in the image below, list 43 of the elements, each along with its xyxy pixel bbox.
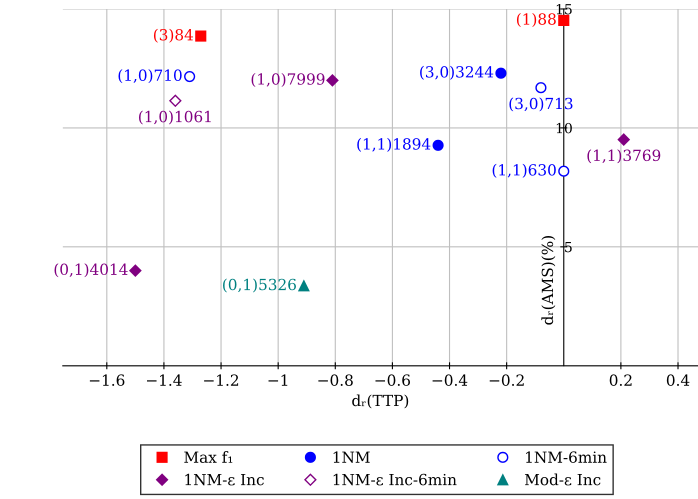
data-label: (1,1)1894: [357, 138, 430, 152]
point: [195, 30, 206, 42]
x-tick-label: 0.2: [610, 374, 632, 386]
data-label: (3,0)3244: [420, 66, 494, 80]
point: [618, 133, 630, 146]
y-tick-label: 15: [556, 4, 572, 14]
x-tick-label: −0.2: [490, 374, 524, 386]
x-tick-label: −1.6: [90, 374, 124, 386]
data-label: (1,1)3769: [587, 149, 660, 164]
data-label: (3)84: [154, 28, 194, 43]
legend-label: Max f₁: [184, 451, 232, 463]
x-tick-label: −0.4: [432, 374, 468, 386]
data-label: (0,1)4014: [54, 263, 128, 278]
y-tick-label: 5: [565, 242, 572, 252]
data-label: (1,0)7999: [252, 72, 324, 87]
data-label: (1,0)1061: [139, 110, 211, 125]
data-label: (1,1)630: [492, 164, 556, 178]
legend-label: 1NM-ε Inc-6min: [334, 474, 457, 486]
legend-label: 1NM-ε Inc: [185, 474, 264, 486]
point: [129, 264, 142, 277]
x-tick-label: −0.8: [318, 374, 353, 386]
legend-label: Mod-ε Inc: [524, 474, 600, 486]
x-tick-label: 0.4: [666, 374, 690, 386]
point: [184, 70, 196, 82]
data-label: (1)88: [516, 13, 556, 27]
point: [169, 94, 182, 107]
point: [558, 166, 570, 177]
x-axis-title: dᵣ(TTP): [352, 394, 408, 408]
y-axis-title: dᵣ(AMS)(%): [541, 236, 556, 325]
point: [535, 82, 546, 94]
point: [298, 280, 310, 292]
point: [326, 74, 339, 86]
x-tick-label: −0.6: [375, 374, 410, 386]
x-tick-label: −1: [268, 374, 288, 386]
legend-label: 1NM-6min: [526, 451, 607, 463]
point: [432, 140, 444, 151]
point: [495, 68, 506, 79]
x-tick-label: −1.4: [146, 374, 182, 386]
legend-label: 1NM: [334, 451, 370, 463]
x-tick-label: −1.2: [204, 374, 238, 386]
point: [558, 14, 570, 26]
data-label: (0,1)5326: [223, 278, 296, 292]
data-label: (1,0)710: [118, 69, 182, 84]
